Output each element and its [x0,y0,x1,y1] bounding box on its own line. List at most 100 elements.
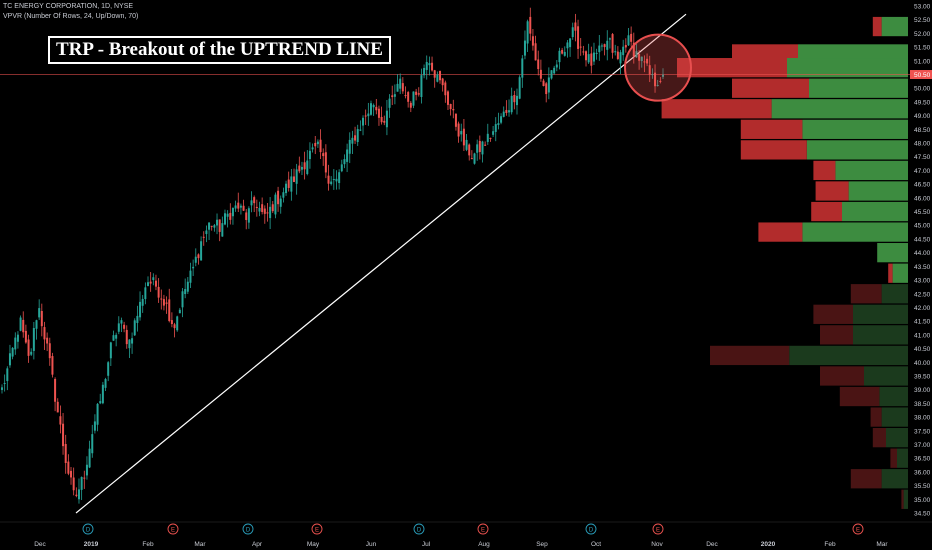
candle-body [133,320,136,336]
candle-body [648,65,651,75]
y-tick-label: 43.50 [914,264,931,271]
candle-body [16,334,19,342]
candle-body [216,219,219,226]
candle-body [19,317,22,331]
candle-body [324,152,327,173]
candle-body [563,51,566,56]
symbol-header: TC ENERGY CORPORATION, 1D, NYSE [3,3,134,10]
chart-title-box[interactable]: TRP - Breakout of the UPTREND LINE [48,36,391,64]
candle-body [279,198,282,207]
vp-down-bar [872,16,882,37]
vp-down-bar [901,489,904,509]
y-tick-label: 38.50 [914,401,931,408]
candle-body [14,337,17,350]
candle-body [521,58,524,78]
event-marker-circle [242,523,254,535]
y-tick-label: 52.00 [914,31,931,38]
y-tick-label: 35.00 [914,497,931,504]
candle-body [598,45,601,53]
uptrend-line-layer[interactable] [75,13,687,514]
x-tick-label: Nov [651,541,663,548]
x-tick-label: 2019 [84,541,99,548]
candle-body [404,95,407,97]
y-tick-label: 37.00 [914,442,931,449]
candle-body [54,378,57,402]
candle-body [651,74,654,76]
candle-body [46,337,49,344]
candle-body [439,70,442,81]
candle-body [162,299,165,306]
candle-body [481,141,484,155]
candle-body [619,52,622,64]
y-tick-label: 52.50 [914,17,931,24]
candle-body [566,42,569,49]
event-marker-circle [477,523,489,535]
candle-body [314,142,317,147]
candle-body [59,416,62,425]
vp-up-bar [886,427,908,448]
candle-body [303,162,306,170]
vp-up-bar [771,99,908,119]
candle-body [441,78,444,86]
candle-body [646,58,649,64]
candle-body [396,83,399,92]
candle-body [32,328,35,351]
vp-down-bar [758,222,803,242]
candle-body [417,93,420,95]
candle-body [237,202,240,209]
x-tick-label: Feb [142,541,154,548]
breakout-circle-layer[interactable] [624,33,692,102]
candle-body [500,116,503,123]
candle-body [523,40,526,56]
candle-body [242,205,245,211]
candle-body [131,338,134,344]
candle-body [478,140,481,152]
y-tick-label: 40.00 [914,360,931,367]
time-axis[interactable]: Dec 2019 Feb Mar Apr May Jun Jul Aug Sep Oct Nov Dec… [0,521,932,548]
candle-body [553,67,556,74]
candle-body [43,327,46,340]
vp-up-bar [853,304,908,324]
event-marker-label: D [86,527,91,533]
price-axis[interactable]: 53.00 52.50 52.00 51.50 51.00 50.50 50.00 49.50… [910,0,932,550]
candle-body [385,110,388,128]
candle-body [569,38,572,48]
candle-body [555,64,558,68]
vp-up-bar [897,448,908,468]
candle-body [141,298,144,306]
candle-body [558,50,561,63]
vp-up-bar [881,284,908,304]
candle-body [311,147,314,150]
vp-up-bar [903,489,908,509]
candle-body [77,489,80,500]
candle-body [457,123,460,137]
candle-body [561,49,564,54]
candle-body [101,384,104,404]
y-tick-label: 35.50 [914,483,931,490]
candle-body [115,334,118,339]
candle-body [139,301,142,318]
candle-body [245,212,248,220]
candle-body [515,95,518,106]
candle-body [218,219,221,232]
y-tick-label: 49.50 [914,99,931,106]
candle-body [393,94,396,97]
x-tick-label: Dec [706,541,718,548]
candle-body [271,204,274,212]
candle-body [643,61,646,63]
candle-body [165,302,168,304]
candle-body [473,153,476,164]
vp-up-bar [853,325,908,345]
candle-body [431,62,434,71]
candle-body [62,423,65,447]
candle-body [630,33,633,42]
y-tick-label: 44.50 [914,236,931,243]
x-tick-label: Mar [194,541,206,548]
y-tick-label: 43.00 [914,278,931,285]
candle-body [489,137,492,139]
vp-down-bar [740,140,807,160]
candle-body [322,153,325,157]
candle-body [160,298,163,300]
